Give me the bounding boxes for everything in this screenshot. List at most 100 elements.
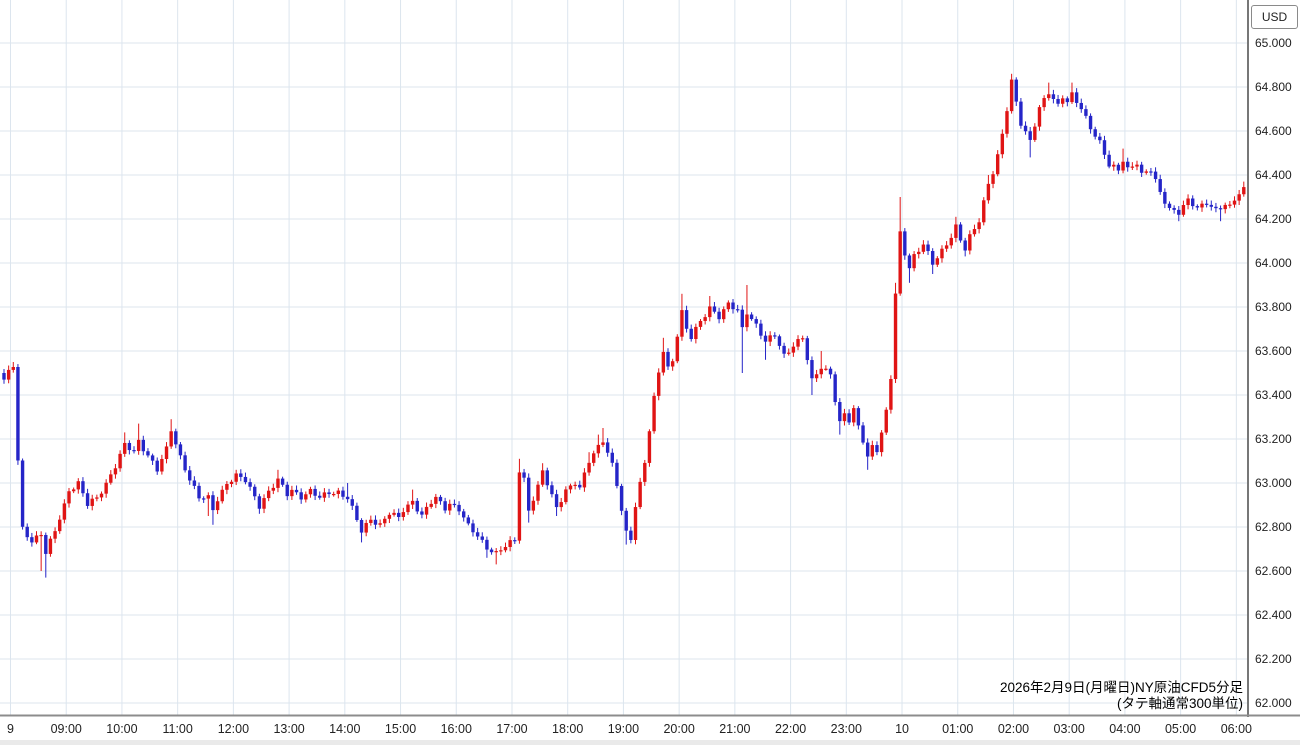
candle-body-up xyxy=(982,200,986,223)
candle-body-up xyxy=(1181,205,1186,215)
candle-body-up xyxy=(517,472,522,541)
candle-body-up xyxy=(308,488,313,495)
candle-body-down xyxy=(550,485,554,495)
candle-body-up xyxy=(95,497,99,499)
candle-body-up xyxy=(225,484,229,490)
x-axis-tick-label: 16:00 xyxy=(440,722,472,736)
candle-body-up xyxy=(364,522,368,533)
candle-body-down xyxy=(359,519,364,533)
candle-body-down xyxy=(578,484,582,488)
candle-wick-up xyxy=(138,423,140,455)
candle-body-up xyxy=(694,326,698,340)
candle-body-down xyxy=(1158,179,1162,192)
candle-body-down xyxy=(833,374,837,403)
candle-body-up xyxy=(336,490,341,494)
candle-wick-down xyxy=(741,305,743,373)
candle-body-up xyxy=(898,231,902,294)
candle-body-down xyxy=(754,319,758,324)
candle-wick-down xyxy=(319,491,321,500)
candle-body-down xyxy=(554,494,559,508)
candle-body-down xyxy=(438,496,443,502)
chart-annotation: 2026年2月9日(月曜日)NY原油CFD5分足 (タテ軸通常300単位) xyxy=(1000,680,1243,711)
candle-body-down xyxy=(2,373,6,380)
candle-body-down xyxy=(629,530,633,540)
candle-body-down xyxy=(740,309,745,328)
candle-body-up xyxy=(266,490,271,499)
candle-body-up xyxy=(39,534,43,537)
candle-body-up xyxy=(559,502,563,508)
candle-wick-up xyxy=(412,489,414,509)
candle-body-down xyxy=(1051,94,1056,99)
candle-body-down xyxy=(926,244,930,252)
candle-body-down xyxy=(243,476,248,483)
candle-body-down xyxy=(253,486,257,497)
candle-body-down xyxy=(30,537,34,543)
candle-body-up xyxy=(1070,92,1074,103)
candle-wick-down xyxy=(347,483,349,503)
candle-body-up xyxy=(229,481,234,485)
x-axis-tick-label: 18:00 xyxy=(552,722,584,736)
candle-body-up xyxy=(940,248,944,259)
candle-wick-down xyxy=(45,532,47,578)
candle-body-up xyxy=(276,478,280,488)
candle-body-up xyxy=(879,432,884,453)
candle-body-down xyxy=(1167,203,1172,208)
candle-body-down xyxy=(930,251,935,265)
candle-body-down xyxy=(257,496,262,509)
y-axis-tick-label: 64.800 xyxy=(1255,79,1292,94)
candle-body-down xyxy=(1153,171,1158,180)
candle-body-up xyxy=(53,531,57,539)
candle-body-down xyxy=(280,478,285,485)
candle-body-up xyxy=(494,551,498,553)
candle-wick-down xyxy=(1206,199,1208,208)
candle-wick-up xyxy=(40,531,42,571)
candle-body-up xyxy=(995,154,1000,175)
candle-body-up xyxy=(434,496,438,504)
candle-body-down xyxy=(1019,101,1023,126)
x-axis-tick-label: 12:00 xyxy=(217,722,250,736)
candle-body-up xyxy=(824,368,828,370)
candle-body-down xyxy=(545,470,549,486)
candle-body-up xyxy=(424,506,429,515)
y-axis-tick-label: 62.200 xyxy=(1255,651,1292,666)
x-axis-tick-label: 23:00 xyxy=(830,722,862,736)
candle-body-up xyxy=(1000,133,1005,155)
candle-body-down xyxy=(489,549,494,553)
candle-body-up xyxy=(1047,94,1051,99)
candle-body-down xyxy=(684,310,689,329)
candle-body-up xyxy=(1009,79,1014,112)
candle-body-down xyxy=(861,425,865,443)
candle-body-down xyxy=(1056,98,1060,104)
candle-body-up xyxy=(58,519,62,532)
candle-body-up xyxy=(661,351,666,373)
candle-body-down xyxy=(16,367,20,461)
candle-body-down xyxy=(1191,198,1195,207)
candle-body-down xyxy=(248,482,252,487)
x-axis-tick-label: 03:00 xyxy=(1053,722,1085,736)
candle-body-down xyxy=(522,472,526,478)
candle-wick-down xyxy=(453,499,455,508)
candle-wick-down xyxy=(1029,127,1031,158)
candle-body-down xyxy=(1102,140,1107,155)
x-axis-tick-label: 21:00 xyxy=(719,722,751,736)
candle-wick-up xyxy=(602,428,604,448)
candle-body-up xyxy=(986,183,991,201)
x-axis-tick-label: 9 xyxy=(7,722,14,736)
candle-body-down xyxy=(81,481,85,494)
candle-body-up xyxy=(71,489,76,492)
candle-body-up xyxy=(1060,98,1065,104)
candle-body-down xyxy=(197,485,201,499)
candle-body-up xyxy=(136,439,141,451)
candle-body-down xyxy=(1214,206,1218,209)
candle-body-up xyxy=(99,493,104,498)
candle-body-down xyxy=(838,402,842,422)
candle-body-up xyxy=(647,431,652,463)
candle-wick-up xyxy=(1131,162,1133,170)
candle-body-up xyxy=(383,518,387,524)
candle-body-down xyxy=(1149,171,1153,173)
x-axis-tick-label: 06:00 xyxy=(1220,722,1252,736)
candle-wick-down xyxy=(133,446,135,454)
candle-body-down xyxy=(480,536,484,540)
candle-body-up xyxy=(652,395,656,432)
